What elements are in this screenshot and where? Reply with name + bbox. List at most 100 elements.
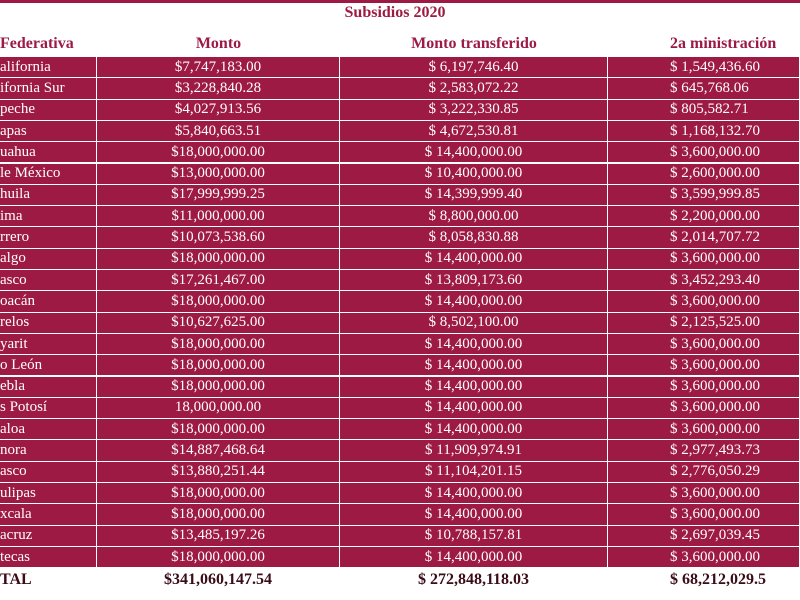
table-cell: $ 2,583,072.22 (340, 78, 608, 100)
table-cell: $13,880,251.44 (97, 461, 340, 483)
table-cell: $ 14,400,000.00 (340, 504, 608, 526)
top-bar (0, 0, 800, 3)
table-cell: $ 10,400,000.00 (340, 163, 608, 185)
total-cell: $341,060,147.54 (97, 568, 340, 593)
table-cell: $ 14,400,000.00 (340, 248, 608, 270)
table-cell: $18,000,000.00 (97, 291, 340, 313)
table-cell: $ 11,104,201.15 (340, 461, 608, 483)
header-cell: 2a ministración (670, 34, 777, 52)
total-cell: $ 272,848,118.03 (340, 568, 608, 593)
table-cell: $ 14,400,000.00 (340, 142, 608, 164)
table-cell: $10,073,538.60 (97, 227, 340, 249)
table-cell: $ 3,600,000.00 (608, 291, 800, 313)
table-cell: $10,627,625.00 (97, 312, 340, 334)
table-cell: $ 8,800,000.00 (340, 206, 608, 228)
table-cell: $ 14,400,000.00 (340, 397, 608, 420)
table-cell: $ 3,222,330.85 (340, 99, 608, 121)
table-cell: $17,999,999.25 (97, 184, 340, 207)
table-cell: $ 3,600,000.00 (608, 355, 800, 377)
table-cell: alifornia (0, 57, 97, 79)
table-cell: $18,000,000.00 (97, 376, 340, 398)
table-cell: peche (0, 99, 97, 121)
table-cell: $ 3,600,000.00 (608, 333, 800, 356)
table-cell: $ 1,168,132.70 (608, 120, 800, 143)
table-cell: asco (0, 270, 97, 292)
table-cell: $5,840,663.51 (97, 120, 340, 143)
table-cell: $ 3,600,000.00 (608, 376, 800, 398)
table-cell: $ 2,200,000.00 (608, 206, 800, 228)
table-cell: $ 14,399,999.40 (340, 184, 608, 207)
header-cell: Federativa (0, 34, 74, 52)
table-cell: $ 8,502,100.00 (340, 312, 608, 334)
table-cell: apas (0, 120, 97, 143)
table-cell: $ 6,197,746.40 (340, 57, 608, 79)
table-cell: nora (0, 440, 97, 462)
table-cell: $ 3,599,999.85 (608, 184, 800, 207)
table-cell: acruz (0, 525, 97, 547)
header-cell: Monto (195, 34, 242, 52)
table-cell: ulipas (0, 483, 97, 505)
table-cell: $13,000,000.00 (97, 163, 340, 185)
table-cell: $18,000,000.00 (97, 142, 340, 164)
table-cell: $ 14,400,000.00 (340, 355, 608, 377)
table-cell: $ 2,125,525.00 (608, 312, 800, 334)
table-cell: $ 805,582.71 (608, 99, 800, 121)
table-cell: ifornia Sur (0, 78, 97, 100)
table-cell: ima (0, 206, 97, 228)
table-cell: $ 14,400,000.00 (340, 483, 608, 505)
table-cell: $ 2,977,493.73 (608, 440, 800, 462)
table-cell: 18,000,000.00 (97, 397, 340, 420)
table-cell: $ 3,600,000.00 (608, 546, 800, 569)
table-cell: $18,000,000.00 (97, 248, 340, 270)
table-cell: $ 3,600,000.00 (608, 397, 800, 420)
table-cell: $ 3,600,000.00 (608, 142, 800, 164)
table-cell: le México (0, 163, 97, 185)
table-title: Subsidios 2020 (344, 4, 446, 21)
table-cell: tecas (0, 546, 97, 569)
table-cell: $18,000,000.00 (97, 333, 340, 356)
table-cell: $ 3,600,000.00 (608, 419, 800, 441)
table-cell: $ 8,058,830.88 (340, 227, 608, 249)
table-cell: $ 14,400,000.00 (340, 546, 608, 569)
table-cell: $ 3,600,000.00 (608, 483, 800, 505)
table-cell: $7,747,183.00 (97, 57, 340, 79)
table-cell: $4,027,913.56 (97, 99, 340, 121)
total-cell: TAL (0, 568, 97, 593)
table-cell: $ 14,400,000.00 (340, 333, 608, 356)
header-cell: Monto transferido (411, 34, 537, 52)
table-cell: $ 1,549,436.60 (608, 57, 800, 79)
table-cell: $18,000,000.00 (97, 355, 340, 377)
table-cell: $18,000,000.00 (97, 546, 340, 569)
table-cell: $ 2,014,707.72 (608, 227, 800, 249)
table-cell: huila (0, 184, 97, 207)
table-cell: rrero (0, 227, 97, 249)
table-cell: $ 3,600,000.00 (608, 248, 800, 270)
table-cell: $ 11,909,974.91 (340, 440, 608, 462)
table-cell: uahua (0, 142, 97, 164)
table-cell: $17,261,467.00 (97, 270, 340, 292)
table-cell: $ 3,600,000.00 (608, 504, 800, 526)
table-cell: ebla (0, 376, 97, 398)
table-cell: aloa (0, 419, 97, 441)
table-cell: algo (0, 248, 97, 270)
table-cell: relos (0, 312, 97, 334)
table-cell: $ 4,672,530.81 (340, 120, 608, 143)
table-cell: asco (0, 461, 97, 483)
table-cell: $ 14,400,000.00 (340, 419, 608, 441)
table-cell: $ 2,697,039.45 (608, 525, 800, 547)
table-cell: $ 13,809,173.60 (340, 270, 608, 292)
table-cell: xcala (0, 504, 97, 526)
table-cell: s Potosí (0, 397, 97, 420)
table-cell: oacán (0, 291, 97, 313)
table-cell: $11,000,000.00 (97, 206, 340, 228)
total-cell: $ 68,212,029.5 (608, 568, 800, 593)
table-cell: $ 2,776,050.29 (608, 461, 800, 483)
table-cell: $18,000,000.00 (97, 419, 340, 441)
table-cell: $18,000,000.00 (97, 504, 340, 526)
table-cell: $14,887,468.64 (97, 440, 340, 462)
table-cell: $ 10,788,157.81 (340, 525, 608, 547)
table-cell: yarit (0, 333, 97, 356)
table-cell: $ 14,400,000.00 (340, 376, 608, 398)
table-cell: $ 645,768.06 (608, 78, 800, 100)
